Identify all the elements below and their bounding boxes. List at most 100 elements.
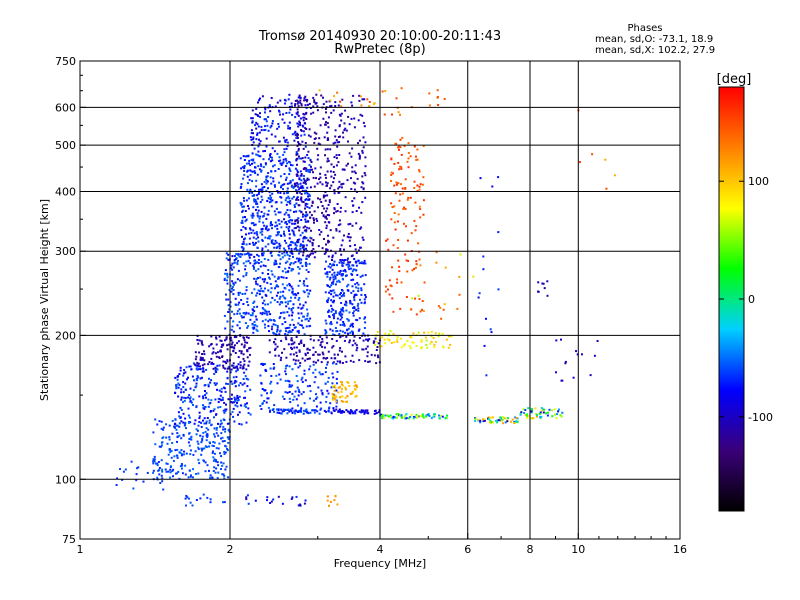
echo-point — [302, 116, 305, 119]
echo-point — [292, 358, 295, 361]
echo-point — [294, 293, 297, 295]
echo-point — [331, 273, 334, 276]
echo-point — [261, 302, 264, 305]
echo-point — [294, 116, 297, 119]
echo-point — [302, 130, 305, 133]
echo-point — [233, 313, 236, 316]
echo-point — [269, 283, 272, 285]
echo-point — [258, 142, 261, 145]
echo-point — [243, 170, 246, 172]
echo-point — [343, 168, 346, 171]
echo-point — [246, 385, 249, 388]
echo-point — [339, 223, 342, 226]
trace-point — [364, 409, 367, 412]
echo-point — [236, 312, 239, 315]
echo-point — [352, 339, 355, 342]
echo-point — [249, 228, 252, 231]
trace-point — [425, 414, 428, 417]
echo-point — [397, 259, 400, 262]
echo-point — [442, 346, 445, 349]
echo-point — [348, 268, 351, 271]
echo-point — [296, 173, 299, 176]
trace-point — [277, 409, 280, 412]
echo-point — [239, 279, 241, 282]
trace-point — [432, 415, 435, 418]
echo-point — [325, 217, 328, 220]
echo-point — [358, 317, 361, 320]
echo-point — [388, 339, 391, 342]
echo-point — [196, 364, 199, 367]
echo-point — [179, 416, 182, 419]
echo-point — [201, 353, 204, 355]
echo-point — [345, 164, 348, 167]
echo-point — [201, 437, 204, 440]
echo-point — [236, 342, 239, 345]
echo-point — [276, 101, 279, 104]
echo-point — [208, 419, 211, 422]
echo-point — [288, 307, 291, 310]
trace-point — [506, 417, 509, 420]
echo-point — [194, 450, 197, 453]
echo-point — [268, 351, 271, 354]
echo-point — [341, 168, 344, 171]
echo-point — [373, 354, 376, 357]
echo-point — [312, 96, 315, 99]
trace-point — [489, 422, 492, 425]
echo-point — [349, 302, 352, 305]
echo-point — [322, 194, 325, 197]
echo-point — [275, 262, 278, 265]
echo-point — [225, 298, 228, 301]
echo-point — [337, 386, 340, 389]
echo-point — [346, 235, 349, 238]
echo-point — [285, 356, 288, 359]
echo-point — [285, 223, 288, 226]
echo-point — [330, 290, 333, 293]
echo-point — [304, 204, 307, 207]
echo-point — [421, 308, 423, 311]
echo-point — [273, 246, 276, 249]
echo-point — [254, 113, 257, 116]
echo-point — [338, 141, 341, 144]
echo-point — [356, 274, 359, 276]
echo-point — [331, 362, 334, 365]
echo-point — [304, 218, 307, 221]
echo-point — [317, 197, 319, 200]
echo-point — [325, 357, 327, 360]
echo-point — [333, 208, 336, 211]
echo-point — [130, 460, 133, 463]
trace-point — [387, 415, 390, 418]
echo-point — [248, 347, 250, 350]
trace-point — [294, 409, 297, 412]
echo-point — [277, 253, 280, 256]
echo-point — [343, 292, 345, 295]
echo-point — [291, 219, 294, 222]
echo-point — [408, 344, 411, 347]
echo-point — [329, 249, 332, 252]
trace-point — [367, 412, 370, 415]
echo-point — [259, 97, 261, 100]
echo-point — [290, 247, 293, 250]
echo-point — [244, 227, 247, 230]
echo-point — [298, 252, 300, 255]
echo-point — [299, 187, 302, 189]
echo-point — [201, 343, 204, 346]
echo-point — [273, 341, 276, 344]
echo-point — [135, 479, 138, 482]
echo-point — [490, 331, 493, 334]
echo-point — [421, 183, 424, 186]
echo-point — [196, 440, 199, 443]
echo-point — [335, 405, 338, 408]
echo-point — [305, 257, 308, 260]
echo-point — [364, 274, 367, 277]
echo-point — [250, 214, 253, 217]
echo-point — [312, 171, 314, 174]
echo-point — [195, 433, 198, 436]
echo-point — [213, 435, 216, 438]
echo-point — [203, 447, 206, 450]
echo-point — [403, 145, 406, 148]
echo-point — [261, 402, 264, 405]
trace-point — [293, 410, 296, 413]
echo-point — [168, 424, 171, 427]
echo-point — [327, 241, 330, 244]
echo-point — [244, 322, 247, 325]
